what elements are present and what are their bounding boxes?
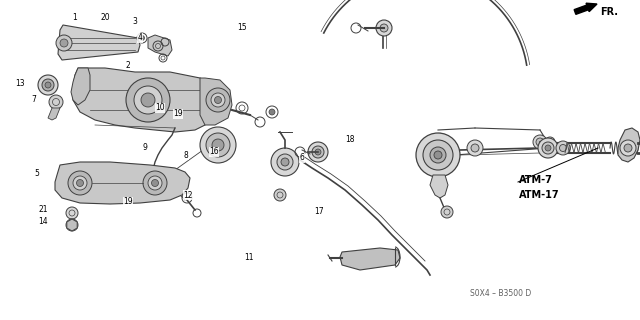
Text: 8: 8	[184, 150, 188, 159]
Circle shape	[467, 140, 483, 156]
Circle shape	[45, 82, 51, 88]
Polygon shape	[48, 108, 60, 120]
Circle shape	[206, 133, 230, 157]
Circle shape	[274, 189, 286, 201]
Circle shape	[152, 180, 159, 187]
Circle shape	[143, 171, 167, 195]
Polygon shape	[73, 68, 218, 132]
Text: S0X4 – B3500 D: S0X4 – B3500 D	[470, 289, 531, 298]
Circle shape	[68, 171, 92, 195]
FancyArrow shape	[574, 3, 597, 14]
Circle shape	[315, 149, 321, 155]
Text: 4: 4	[138, 34, 143, 43]
Text: 14: 14	[38, 218, 48, 227]
Circle shape	[140, 36, 145, 41]
Circle shape	[533, 135, 547, 149]
Text: 6: 6	[300, 154, 305, 163]
Circle shape	[66, 219, 78, 231]
Text: 19: 19	[173, 109, 183, 118]
Circle shape	[624, 144, 632, 152]
Text: ATM-7: ATM-7	[519, 175, 553, 185]
Circle shape	[206, 88, 230, 112]
Circle shape	[60, 39, 68, 47]
Text: 19: 19	[123, 197, 133, 206]
Text: 15: 15	[237, 23, 247, 33]
Text: ATM-17: ATM-17	[519, 190, 559, 200]
Circle shape	[556, 141, 570, 155]
Circle shape	[77, 180, 83, 187]
Circle shape	[134, 86, 162, 114]
Text: 17: 17	[314, 207, 324, 217]
Text: 18: 18	[345, 135, 355, 145]
Text: 10: 10	[155, 103, 165, 113]
Circle shape	[73, 176, 87, 190]
Polygon shape	[340, 248, 400, 270]
Circle shape	[620, 140, 636, 156]
Polygon shape	[58, 25, 140, 60]
Circle shape	[545, 145, 551, 151]
Polygon shape	[55, 162, 190, 204]
Circle shape	[536, 138, 544, 146]
Circle shape	[559, 145, 566, 151]
Text: FR.: FR.	[600, 7, 618, 17]
Circle shape	[281, 158, 289, 166]
Text: 12: 12	[183, 190, 193, 199]
Circle shape	[200, 127, 236, 163]
Circle shape	[269, 109, 275, 115]
Circle shape	[376, 20, 392, 36]
Text: 3: 3	[132, 18, 138, 27]
Text: 16: 16	[209, 148, 219, 156]
Circle shape	[214, 97, 221, 103]
Text: 1: 1	[72, 12, 77, 21]
Circle shape	[471, 144, 479, 152]
Text: 5: 5	[35, 169, 40, 178]
Circle shape	[308, 142, 328, 162]
Polygon shape	[430, 175, 448, 198]
Circle shape	[430, 147, 446, 163]
Circle shape	[542, 142, 554, 154]
Circle shape	[538, 138, 558, 158]
Circle shape	[42, 79, 54, 91]
Circle shape	[441, 206, 453, 218]
Circle shape	[434, 151, 442, 159]
Circle shape	[126, 78, 170, 122]
Text: 2: 2	[125, 60, 131, 69]
Circle shape	[416, 133, 460, 177]
Circle shape	[141, 93, 155, 107]
Polygon shape	[67, 219, 77, 231]
Text: 9: 9	[143, 143, 147, 153]
Circle shape	[277, 154, 293, 170]
Circle shape	[423, 140, 453, 170]
Circle shape	[56, 35, 72, 51]
Circle shape	[49, 95, 63, 109]
Circle shape	[271, 148, 299, 176]
Circle shape	[312, 146, 324, 158]
Circle shape	[380, 24, 388, 32]
Circle shape	[66, 207, 78, 219]
Text: 21: 21	[38, 205, 48, 214]
Circle shape	[212, 139, 224, 151]
Polygon shape	[618, 128, 640, 162]
Circle shape	[211, 93, 225, 107]
Polygon shape	[148, 35, 172, 56]
Text: 20: 20	[100, 12, 110, 21]
Circle shape	[148, 176, 162, 190]
Text: 11: 11	[244, 253, 253, 262]
Text: 7: 7	[31, 95, 36, 105]
Polygon shape	[71, 68, 90, 105]
Polygon shape	[200, 78, 232, 125]
Circle shape	[38, 75, 58, 95]
Text: 13: 13	[15, 78, 25, 87]
